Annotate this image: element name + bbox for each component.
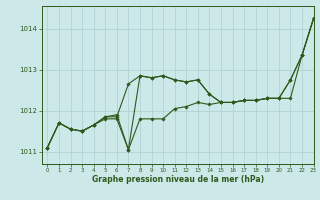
X-axis label: Graphe pression niveau de la mer (hPa): Graphe pression niveau de la mer (hPa) [92, 175, 264, 184]
